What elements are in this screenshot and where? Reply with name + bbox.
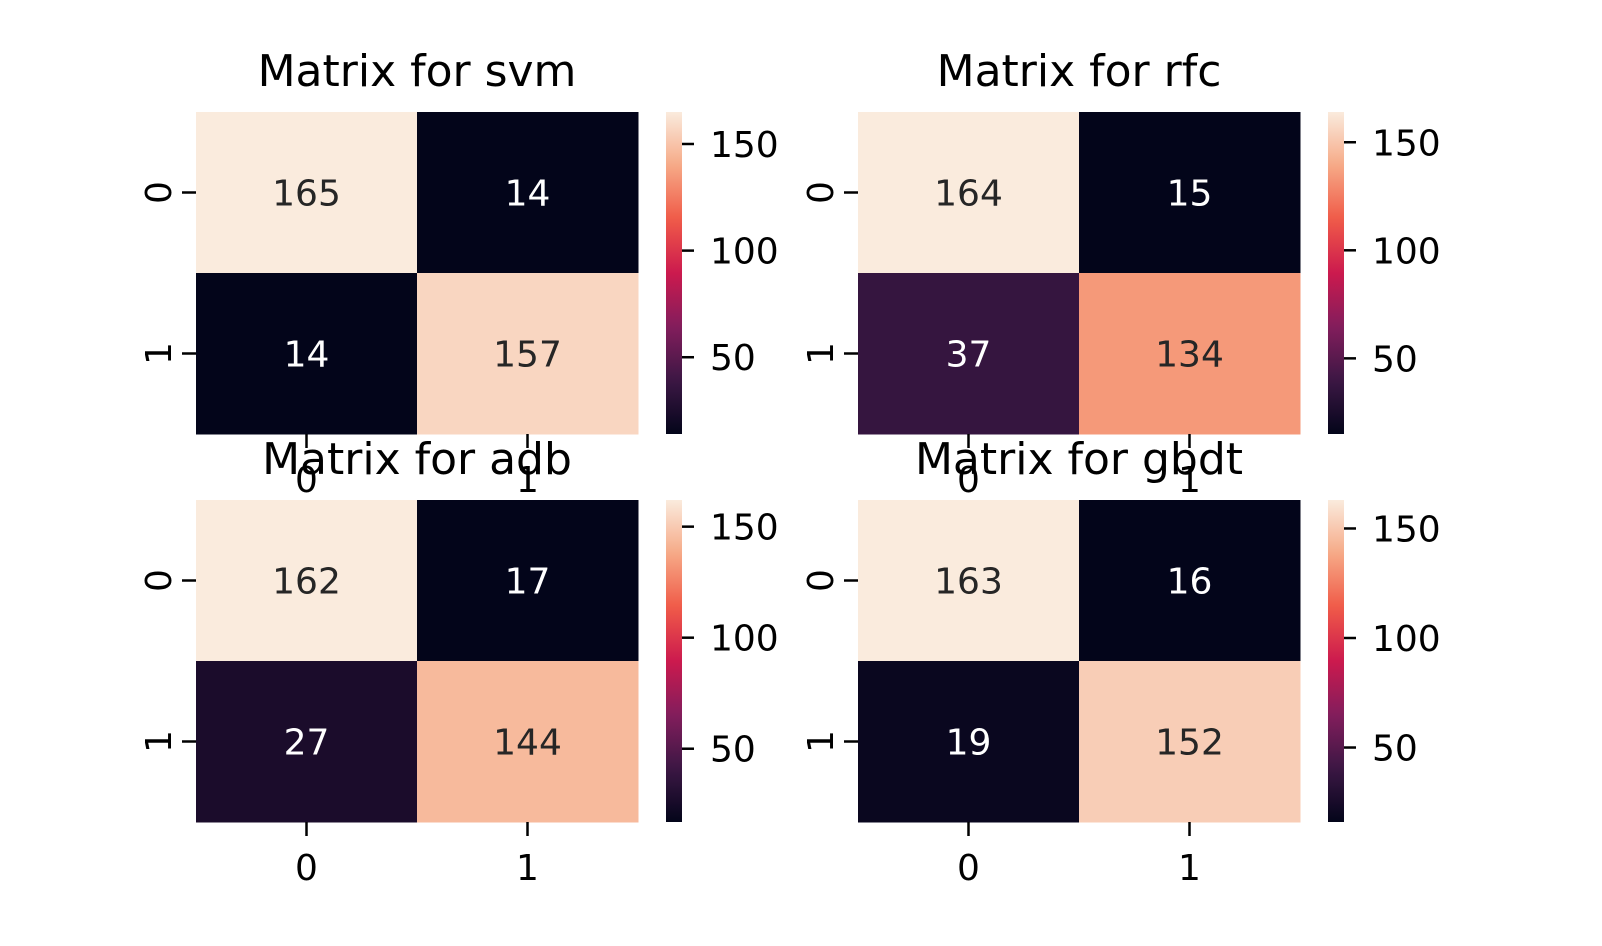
y-tick-label: 1: [139, 730, 180, 753]
cell-value-label: 157: [493, 335, 562, 376]
cell-value-label: 152: [1155, 723, 1224, 764]
colorbar-tick-label: 50: [1372, 729, 1418, 770]
heatmap-cell: [858, 273, 1080, 435]
x-tick-label: 1: [516, 460, 539, 501]
x-tick-label: 1: [516, 848, 539, 889]
heatmap-cell: [417, 273, 639, 435]
x-tick-label: 1: [1178, 848, 1201, 889]
panel-title: Matrix for svm: [258, 46, 577, 97]
y-tick-label: 0: [801, 569, 842, 592]
colorbar-tick-label: 150: [1372, 509, 1441, 550]
cell-value-label: 134: [1155, 335, 1224, 376]
panel-title: Matrix for adb: [262, 434, 572, 485]
y-tick-label: 1: [801, 730, 842, 753]
y-tick-label: 0: [139, 181, 180, 204]
heatmap-cell: [196, 500, 418, 662]
cell-value-label: 144: [493, 723, 562, 764]
x-tick-label: 0: [957, 460, 980, 501]
heatmap-cell: [196, 112, 418, 274]
cell-value-label: 162: [272, 562, 341, 603]
colorbar-tick-label: 150: [1372, 123, 1441, 164]
panel-title: Matrix for rfc: [937, 46, 1222, 97]
cell-value-label: 27: [284, 723, 330, 764]
heatmap-cell: [417, 112, 639, 274]
x-tick-label: 0: [295, 848, 318, 889]
cell-value-label: 16: [1167, 562, 1213, 603]
heatmap-cell: [196, 273, 418, 435]
cell-value-label: 19: [946, 723, 992, 764]
colorbar-tick-label: 100: [1372, 619, 1441, 660]
colorbar-tick-label: 100: [1372, 231, 1441, 272]
colorbar: [666, 112, 682, 434]
colorbar-tick-label: 100: [710, 619, 779, 660]
heatmap-cell: [417, 500, 639, 662]
colorbar-tick-label: 150: [710, 508, 779, 549]
y-tick-label: 0: [801, 181, 842, 204]
x-tick-label: 0: [295, 460, 318, 501]
y-tick-label: 1: [801, 342, 842, 365]
colorbar: [666, 500, 682, 822]
heatmap-cell: [417, 661, 639, 823]
heatmap-cell: [858, 500, 1080, 662]
colorbar-tick-label: 50: [1372, 339, 1418, 380]
heatmap-cell: [1079, 273, 1301, 435]
panel-title: Matrix for gbdt: [915, 434, 1243, 485]
heatmap-cell: [196, 661, 418, 823]
x-tick-label: 0: [957, 848, 980, 889]
colorbar-tick-label: 100: [710, 232, 779, 273]
colorbar-tick-label: 50: [710, 338, 756, 379]
colorbar-tick-label: 50: [710, 730, 756, 771]
y-tick-label: 1: [139, 342, 180, 365]
y-tick-label: 0: [139, 569, 180, 592]
heatmap-cell: [1079, 112, 1301, 274]
cell-value-label: 17: [505, 562, 551, 603]
colorbar: [1328, 112, 1344, 434]
heatmap-cell: [1079, 500, 1301, 662]
cell-value-label: 37: [946, 335, 992, 376]
x-tick-label: 1: [1178, 460, 1201, 501]
colorbar-tick-label: 150: [710, 125, 779, 166]
heatmap-cell: [858, 661, 1080, 823]
cell-value-label: 164: [934, 174, 1003, 215]
heatmap-cell: [858, 112, 1080, 274]
colorbar: [1328, 500, 1344, 822]
cell-value-label: 14: [284, 335, 330, 376]
cell-value-label: 165: [272, 174, 341, 215]
cell-value-label: 15: [1167, 174, 1213, 215]
cell-value-label: 163: [934, 562, 1003, 603]
heatmap-cell: [1079, 661, 1301, 823]
cell-value-label: 14: [505, 174, 551, 215]
